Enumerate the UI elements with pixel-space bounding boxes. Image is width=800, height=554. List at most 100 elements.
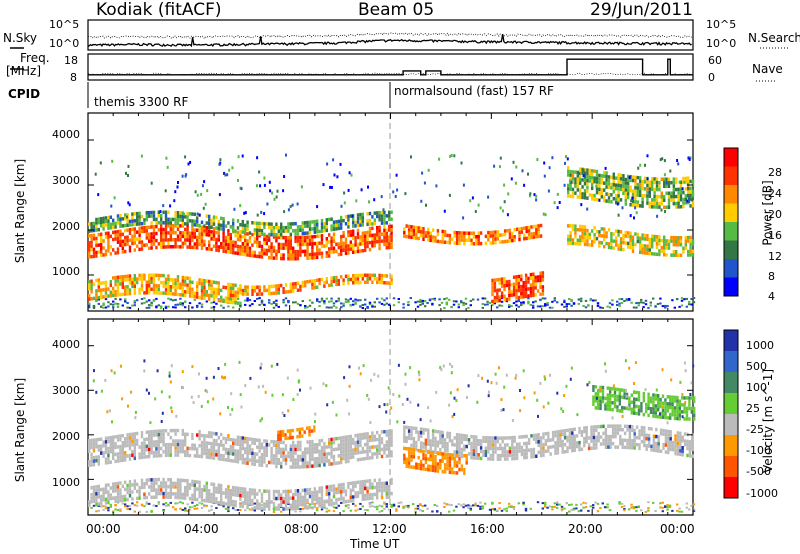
heatmap-cell [441, 233, 444, 237]
heatmap-cell [631, 192, 635, 197]
heatmap-cell [284, 235, 288, 240]
heatmap-cell [167, 221, 170, 225]
heatmap-cell [268, 443, 271, 447]
heatmap-cell [256, 499, 259, 503]
heatmap-cell [603, 234, 606, 238]
heatmap-cell [97, 227, 100, 232]
heatmap-cell [155, 224, 158, 229]
heatmap-cell [535, 235, 538, 239]
heatmap-cell [164, 453, 168, 457]
heatmap-cell [484, 297, 487, 300]
heatmap-cell [316, 245, 319, 249]
heatmap-cell [306, 231, 309, 235]
heatmap-cell [107, 287, 110, 291]
heatmap-cell [570, 509, 573, 512]
heatmap-cell [112, 218, 115, 223]
heatmap-cell [339, 162, 342, 166]
heatmap-cell [520, 452, 524, 457]
heatmap-cell [258, 228, 261, 233]
heatmap-cell [306, 224, 309, 228]
heatmap-cell [388, 228, 391, 232]
heatmap-cell [232, 306, 235, 309]
heatmap-cell [352, 277, 355, 281]
heatmap-cell [304, 239, 307, 243]
heatmap-cell [498, 295, 501, 299]
heatmap-cell [246, 297, 249, 300]
heatmap-cell [651, 252, 654, 256]
heatmap-cell [244, 227, 247, 231]
heatmap-cell [527, 287, 530, 291]
heatmap-cell [612, 246, 615, 250]
heatmap-cell [136, 237, 139, 241]
heatmap-cell [121, 243, 124, 247]
heatmap-cell [668, 506, 672, 509]
heatmap-cell [95, 250, 98, 255]
heatmap-cell [446, 449, 449, 453]
heatmap-cell [313, 487, 316, 491]
heatmap-cell [217, 483, 220, 487]
heatmap-cell [354, 433, 357, 438]
heatmap-cell [184, 276, 187, 280]
heatmap-cell [253, 441, 256, 446]
heatmap-cell [284, 461, 288, 466]
heatmap-cell [415, 229, 418, 233]
heatmap-cell [248, 508, 252, 511]
heatmap-cell [181, 496, 184, 500]
heatmap-cell [169, 245, 172, 249]
heatmap-cell [518, 230, 521, 235]
heatmap-cell [629, 189, 632, 193]
heatmap-cell [109, 503, 112, 506]
heatmap-cell [383, 221, 386, 225]
heatmap-cell [356, 273, 360, 278]
heatmap-cell [530, 235, 533, 240]
heatmap-cell [639, 250, 642, 254]
heatmap-cell [203, 451, 206, 456]
heatmap-cell [248, 236, 252, 240]
heatmap-cell [318, 229, 321, 234]
heatmap-cell [299, 304, 302, 307]
heatmap-cell [188, 219, 192, 223]
heatmap-cell [666, 508, 669, 511]
heatmap-cell [282, 235, 285, 240]
heatmap-cell [193, 219, 196, 224]
heatmap-cell [624, 181, 627, 185]
heatmap-cell [441, 434, 444, 438]
heatmap-cell [340, 493, 343, 498]
heatmap-cell [275, 303, 278, 306]
heatmap-cell [323, 302, 326, 305]
heatmap-cell [330, 246, 333, 251]
heatmap-cell [522, 503, 525, 506]
heatmap-cell [296, 256, 300, 261]
heatmap-cell [472, 456, 476, 460]
heatmap-cell [181, 245, 184, 249]
heatmap-cell [320, 452, 324, 457]
heatmap-cell [330, 448, 333, 452]
heatmap-cell [690, 303, 693, 306]
heatmap-cell [239, 449, 242, 454]
heatmap-cell [469, 299, 472, 302]
heatmap-cell [378, 437, 381, 441]
heatmap-cell [140, 154, 143, 158]
heatmap-cell [256, 502, 259, 507]
heatmap-cell [296, 444, 300, 448]
heatmap-cell [208, 279, 211, 284]
heatmap-cell [88, 442, 91, 446]
heatmap-cell [512, 275, 516, 279]
heatmap-cell [107, 446, 110, 451]
heatmap-cell [610, 182, 613, 187]
heatmap-cell [371, 492, 374, 497]
heatmap-cell [256, 452, 259, 456]
heatmap-cell [167, 241, 170, 246]
heatmap-cell [619, 240, 623, 245]
heatmap-cell [150, 239, 153, 243]
heatmap-cell [210, 290, 213, 295]
heatmap-cell [280, 256, 283, 261]
heatmap-cell [424, 438, 428, 443]
heatmap-cell [203, 289, 206, 293]
heatmap-cell [376, 280, 379, 285]
heatmap-cell [277, 233, 280, 237]
heatmap-cell [271, 191, 274, 195]
heatmap-cell [376, 240, 379, 244]
heatmap-cell [191, 231, 194, 236]
heatmap-cell [308, 447, 312, 451]
